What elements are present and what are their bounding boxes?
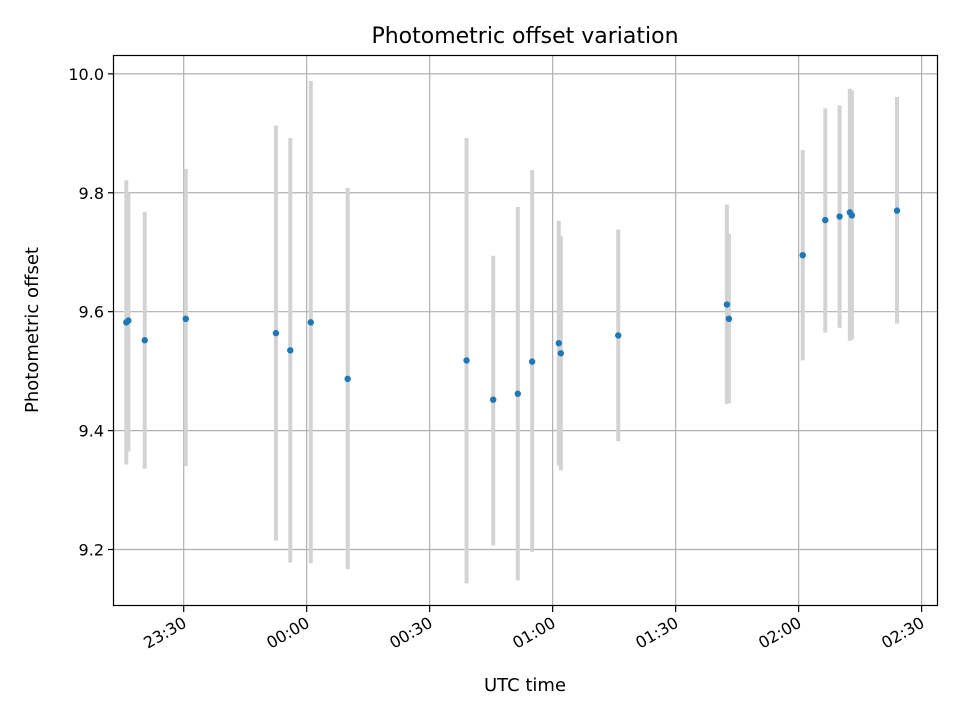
data-point <box>822 216 829 224</box>
y-tick-label: 9.4 <box>79 422 104 441</box>
data-point <box>836 213 843 220</box>
grid-lines <box>114 56 938 606</box>
data-point <box>528 358 536 365</box>
data-points <box>123 207 901 403</box>
plot-frame <box>112 54 939 607</box>
data-point <box>723 301 731 308</box>
data-point <box>272 329 280 337</box>
data-point <box>615 332 622 339</box>
data-point <box>490 396 497 403</box>
y-tick-label: 9.8 <box>79 184 104 203</box>
data-point <box>514 390 522 397</box>
data-point <box>307 319 314 326</box>
data-point <box>287 347 294 354</box>
data-point <box>344 375 351 383</box>
chart-title: Photometric offset variation <box>371 24 678 49</box>
data-point <box>125 317 132 324</box>
data-point <box>141 337 148 344</box>
data-point <box>182 315 189 323</box>
data-point <box>799 251 806 259</box>
data-point <box>725 315 733 323</box>
y-tick-label: 9.6 <box>79 303 104 322</box>
data-point <box>848 212 856 219</box>
data-point <box>463 357 470 364</box>
data-point <box>555 339 562 347</box>
y-axis-label: Photometric offset <box>22 247 43 413</box>
y-tick-label: 9.2 <box>79 541 104 560</box>
y-tick-label: 10.0 <box>68 65 104 84</box>
data-point <box>557 350 565 357</box>
y-axis-ticks: 9.2 9.4 9.6 9.8 10.0 <box>68 65 114 560</box>
data-point <box>893 207 901 214</box>
x-axis-label: UTC time <box>484 675 566 696</box>
